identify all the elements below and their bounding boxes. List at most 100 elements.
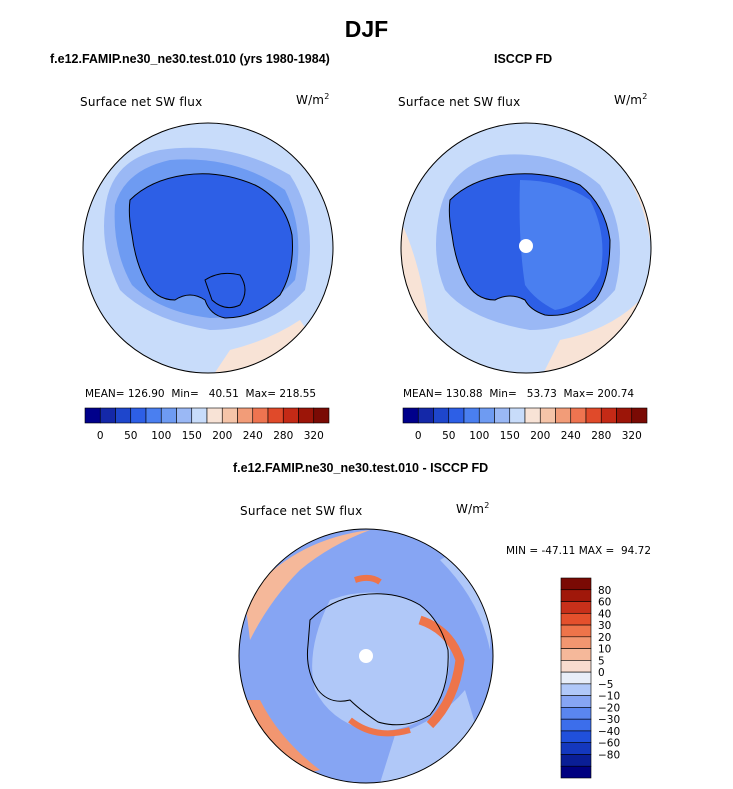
model-colorbar-swatch [84,407,101,424]
obs-colorbar-swatch [631,407,648,424]
diff-colorbar-swatch [560,648,592,661]
obs-colorbar-swatch [494,407,511,424]
figure-title: DJF [344,16,389,42]
model-colorbar-swatch [191,407,208,424]
obs-variable-label: Surface net SW flux [398,95,521,109]
diff-colorbar-swatch [560,754,592,767]
model-colorbar-swatch [115,407,132,424]
model-colorbar-swatch [237,407,254,424]
obs-polar-map [400,122,652,374]
model-colorbar-swatch [313,407,330,424]
diff-colorbar-tick-label: −40 [598,726,620,738]
diff-colorbar-tick-label: 60 [598,597,611,609]
diff-colorbar-swatch [560,707,592,720]
obs-colorbar-tick-label: 150 [500,430,520,442]
diff-colorbar-swatch [560,660,592,673]
diff-colorbar-swatch [560,624,592,638]
obs-units-label: W/m2 [614,92,648,107]
diff-colorbar-swatch [560,683,592,696]
diff-minmax: MIN = -47.11 MAX = 94.72 [506,545,652,557]
obs-colorbar-swatch [539,407,556,424]
obs-colorbar-swatch [570,407,587,424]
model-colorbar-tick-label: 240 [243,430,263,442]
obs-colorbar-swatch [463,407,480,424]
obs-colorbar-swatch [555,407,572,424]
diff-colorbar-tick-label: 0 [598,667,605,679]
obs-panel-heading: ISCCP FD [494,52,553,66]
diff-colorbar-tick-label: 30 [598,620,611,632]
diff-colorbar-tick-label: −5 [598,679,613,691]
model-colorbar-swatch [160,407,177,424]
model-colorbar-tick-label: 320 [304,430,324,442]
diff-colorbar-tick-label: 20 [598,632,611,644]
diff-colorbar-swatch [560,765,592,779]
diff-colorbar-swatch [560,577,592,591]
diff-colorbar-swatch [560,718,592,732]
diff-colorbar-swatch [560,671,592,685]
model-units-label: W/m2 [296,92,330,107]
model-colorbar-swatch [252,407,269,424]
diff-colorbar-tick-label: 5 [598,655,605,667]
obs-colorbar-swatch [585,407,602,424]
diff-polar-map [238,528,494,784]
obs-colorbar-tick-label: 280 [591,430,611,442]
diff-colorbar-tick-label: 80 [598,585,611,597]
obs-colorbar-swatch [600,407,617,424]
diff-panel-heading: f.e12.FAMIP.ne30_ne30.test.010 - ISCCP F… [233,461,489,475]
obs-colorbar-swatch [402,407,419,424]
obs-colorbar-swatch [524,407,541,424]
model-colorbar-swatch [145,407,162,424]
diff-colorbar-tick-label: −10 [598,691,620,703]
model-colorbar-swatch [176,407,193,424]
diff-colorbar-swatch [560,589,592,602]
obs-colorbar-swatch [509,407,526,424]
diff-colorbar-tick-label: −30 [598,714,620,726]
obs-colorbar: 0 50 100 150 200 240 280 320 [402,407,648,442]
model-colorbar-tick-label: 280 [273,430,293,442]
obs-colorbar-tick-label: 0 [415,430,422,442]
model-colorbar-tick-label: 50 [124,430,137,442]
model-polar-map [82,122,334,374]
model-colorbar-tick-label: 150 [182,430,202,442]
diff-colorbar-swatch [560,742,592,755]
diff-colorbar-swatch [560,695,592,708]
model-stats: MEAN= 126.90 Min= 40.51 Max= 218.55 [85,388,317,400]
diff-colorbar-swatch [560,636,592,649]
model-colorbar-swatch [282,407,299,424]
diff-variable-label: Surface net SW flux [240,504,363,518]
model-colorbar-swatch [298,407,315,424]
obs-colorbar-tick-label: 320 [622,430,642,442]
diff-colorbar-tick-label: −60 [598,738,620,750]
obs-colorbar-swatch [448,407,465,424]
obs-stats: MEAN= 130.88 Min= 53.73 Max= 200.74 [403,388,635,400]
diff-colorbar-tick-label: 10 [598,644,611,656]
model-colorbar-tick-label: 200 [212,430,232,442]
model-colorbar: 0 50 100 150 200 240 280 320 [84,407,330,442]
diff-colorbar-tick-label: −80 [598,749,620,761]
obs-colorbar-tick-label: 50 [442,430,455,442]
diff-colorbar-swatch [560,730,592,744]
diff-colorbar-tick-label: 40 [598,608,611,620]
obs-colorbar-tick-label: 240 [561,430,581,442]
model-colorbar-tick-label: 100 [151,430,171,442]
obs-colorbar-swatch [616,407,633,424]
diff-colorbar-swatch [560,612,592,626]
model-colorbar-swatch [130,407,147,424]
model-variable-label: Surface net SW flux [80,95,203,109]
model-colorbar-swatch [221,407,238,424]
obs-colorbar-tick-label: 100 [469,430,489,442]
model-colorbar-swatch [99,407,116,424]
model-panel-heading: f.e12.FAMIP.ne30_ne30.test.010 (yrs 1980… [50,52,330,66]
model-colorbar-tick-label: 0 [97,430,104,442]
obs-colorbar-swatch [417,407,434,424]
model-colorbar-swatch [267,407,284,424]
obs-colorbar-tick-label: 200 [530,430,550,442]
diff-colorbar-swatch [560,601,592,614]
obs-colorbar-swatch [478,407,495,424]
diff-colorbar-tick-label: −20 [598,702,620,714]
obs-colorbar-swatch [433,407,450,424]
diff-units-label: W/m2 [456,501,490,516]
model-colorbar-swatch [206,407,223,424]
